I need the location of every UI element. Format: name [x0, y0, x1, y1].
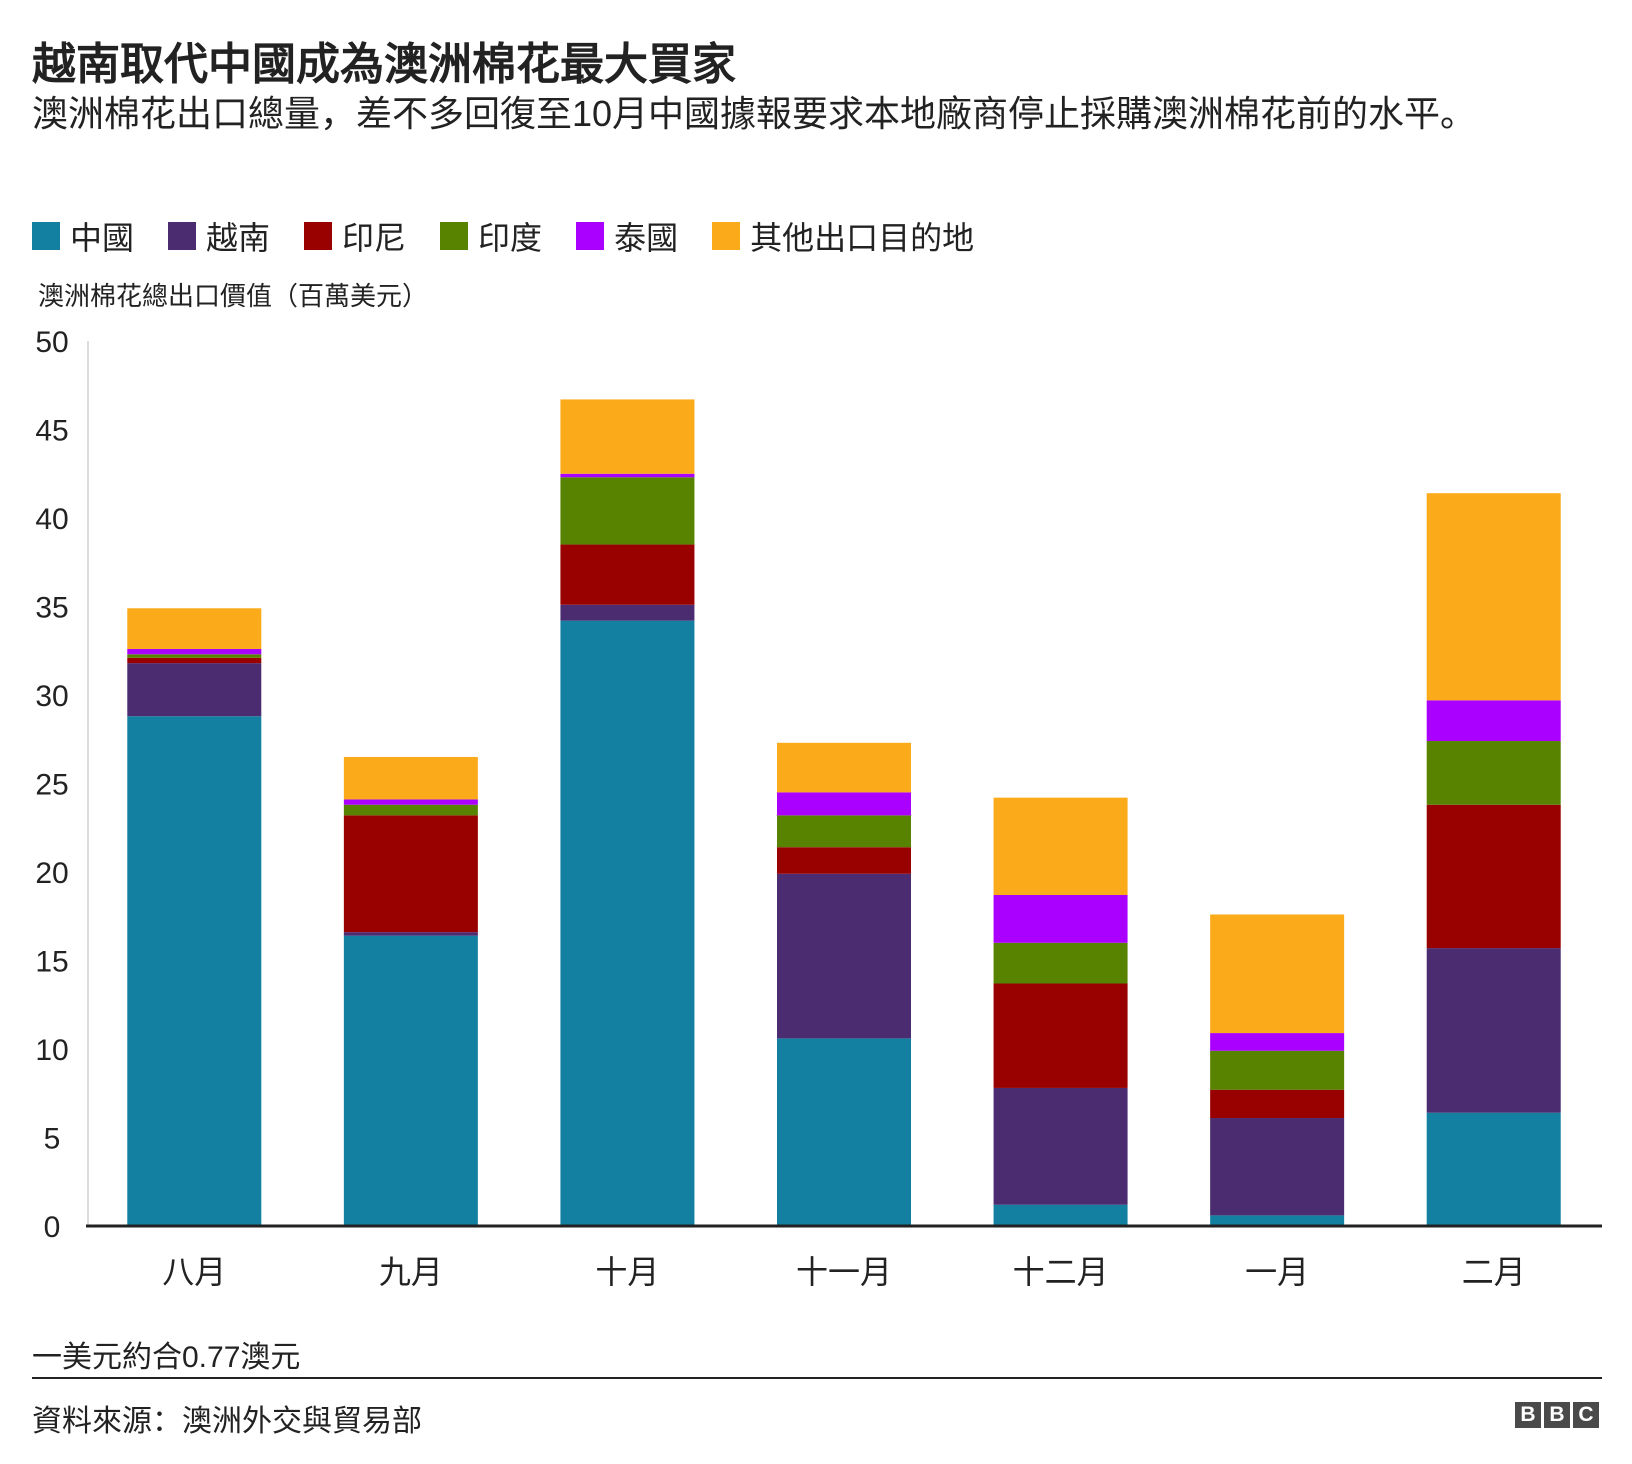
y-tick-label: 30: [35, 680, 68, 713]
bar-segment: [560, 544, 695, 605]
legend-label: 越南: [206, 220, 271, 256]
bar-segment: [1210, 1050, 1345, 1090]
y-tick-label: 15: [35, 946, 68, 979]
bar-segment: [777, 847, 911, 874]
legend-swatch: [440, 222, 469, 250]
bar-segment: [560, 399, 695, 474]
x-tick-label: 十二月: [1013, 1254, 1109, 1290]
bar-segment: [1426, 948, 1561, 1113]
y-tick-label: 10: [35, 1034, 68, 1067]
legend-label: 中國: [70, 220, 135, 256]
legend-swatch: [712, 222, 741, 250]
bar-segment: [993, 1087, 1128, 1205]
chart-subtitle: 澳洲棉花出口總量，差不多回復至10月中國據報要求本地廠商停止採購澳洲棉花前的水平…: [32, 93, 1477, 134]
bar-segment: [127, 716, 262, 1226]
logo-letter: C: [1578, 1403, 1594, 1426]
bar-segment: [993, 1204, 1128, 1226]
legend-item: 印尼: [304, 213, 406, 259]
legend-swatch: [168, 222, 197, 250]
bar-segment: [343, 804, 478, 816]
source-text: 資料來源：澳洲外交與貿易部: [32, 1405, 422, 1438]
bar-segment: [1210, 1118, 1345, 1216]
bar-segment: [560, 620, 695, 1226]
bar-segment: [777, 792, 911, 816]
x-tick-label: 八月: [162, 1254, 226, 1290]
footer-divider: [32, 1377, 1602, 1379]
bar-segment: [993, 942, 1128, 984]
bar-segment: [1210, 1089, 1345, 1119]
bar-segment: [127, 608, 262, 649]
y-tick-label: 5: [44, 1123, 61, 1156]
y-tick-label: 0: [44, 1211, 61, 1244]
x-tick-label: 十一月: [796, 1254, 892, 1290]
bar-segment: [1210, 1215, 1345, 1226]
bar-segment: [1426, 700, 1561, 742]
bar-segment: [777, 1038, 911, 1226]
bar-segment: [993, 895, 1128, 943]
bar-segment: [1210, 1033, 1345, 1051]
logo-block: C: [1573, 1402, 1599, 1428]
x-tick-label: 十月: [595, 1254, 659, 1290]
bar-segment: [1426, 493, 1561, 701]
legend-swatch: [576, 222, 605, 250]
legend-item: 中國: [32, 213, 134, 259]
bar-segment: [127, 663, 262, 717]
logo-block: B: [1544, 1402, 1570, 1428]
bar-segment: [343, 799, 478, 805]
x-tick-label: 一月: [1245, 1254, 1309, 1290]
legend-swatch: [304, 222, 333, 250]
x-tick-label: 九月: [379, 1254, 443, 1290]
bar-segment: [343, 932, 478, 936]
y-tick-label: 45: [35, 415, 68, 448]
y-tick-label: 40: [35, 503, 68, 536]
bar-segment: [127, 654, 262, 658]
y-tick-label: 20: [35, 857, 68, 890]
legend-label: 泰國: [614, 220, 679, 256]
legend-label: 印度: [478, 220, 543, 256]
bar-segment: [343, 815, 478, 933]
chart-title: 越南取代中國成為澳洲棉花最大買家: [32, 40, 736, 89]
y-tick-label: 25: [35, 769, 68, 802]
legend-item: 泰國: [576, 213, 678, 259]
bar-segment: [993, 983, 1128, 1088]
logo-letter: B: [1549, 1403, 1565, 1426]
currency-note: 一美元約合0.77澳元: [32, 1341, 301, 1374]
bar-segment: [343, 935, 478, 1226]
legend-label: 印尼: [342, 220, 407, 256]
y-tick-label: 35: [35, 592, 68, 625]
bar-segment: [560, 477, 695, 545]
y-tick-label: 50: [35, 326, 68, 359]
bar-segment: [560, 473, 695, 478]
bar-segment: [1426, 1112, 1561, 1226]
bar-segment: [777, 873, 911, 1039]
bar-segment: [127, 648, 262, 655]
bar-segment: [1210, 914, 1345, 1034]
bar-segment: [343, 756, 478, 800]
legend-item: 其他出口目的地: [712, 213, 974, 259]
bar-segment: [993, 797, 1128, 896]
bar-segment: [1426, 741, 1561, 805]
bar-segment: [560, 604, 695, 621]
chart-legend: 中國 越南 印尼 印度 泰國 其他出口目的地: [32, 212, 1008, 260]
y-axis-label: 澳洲棉花總出口價值（百萬美元）: [38, 281, 428, 311]
legend-item: 印度: [440, 213, 542, 259]
bar-segment: [127, 657, 262, 664]
logo-block: B: [1515, 1402, 1541, 1428]
legend-swatch: [32, 222, 60, 250]
legend-item: 越南: [168, 213, 270, 259]
stacked-bar-chart: 澳洲棉花總出口價值（百萬美元） 0 5 10 15 20 25 30 35 40 45 50 八月 九月 十…: [35, 281, 1602, 1290]
bar-segment: [777, 815, 911, 848]
logo-letter: B: [1520, 1403, 1536, 1426]
bar-segment: [1426, 804, 1561, 949]
bar-segment: [777, 742, 911, 793]
legend-label: 其他出口目的地: [750, 220, 975, 256]
x-tick-label: 二月: [1462, 1254, 1526, 1290]
